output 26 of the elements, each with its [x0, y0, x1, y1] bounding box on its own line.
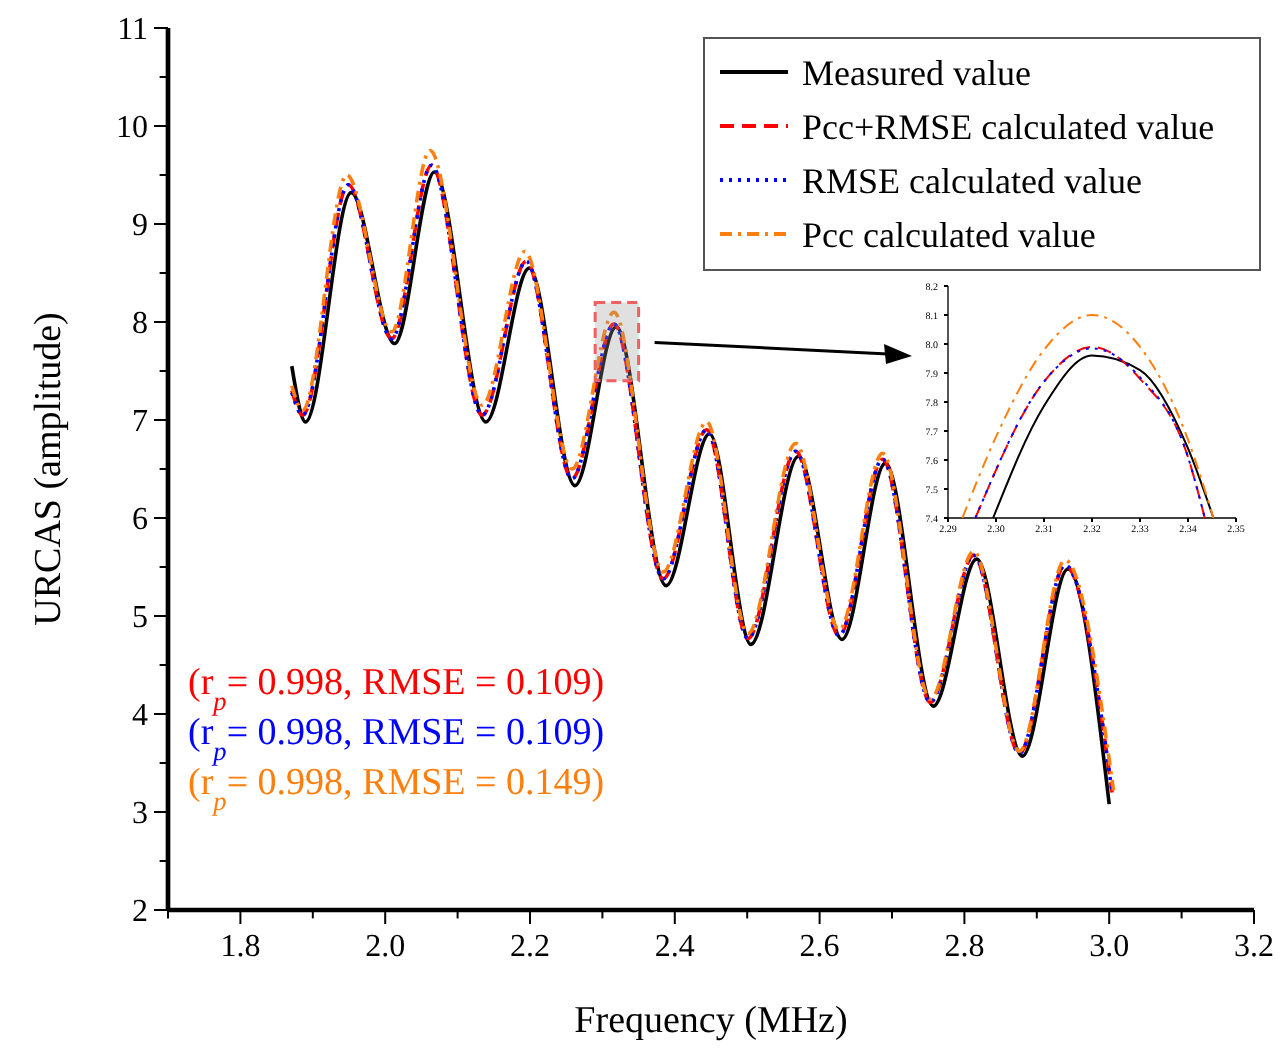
- x-tick-label: 3.2: [1234, 930, 1274, 964]
- y-tick-label: 2: [132, 895, 148, 930]
- x-tick-label: 2.8: [944, 930, 985, 964]
- y-tick-label: 4: [132, 699, 148, 734]
- legend-label: RMSE calculated value: [802, 160, 1142, 201]
- x-tick-label: 2.6: [799, 930, 840, 964]
- x-tick-label: 2.0: [365, 930, 406, 964]
- y-tick-label: 7: [132, 405, 148, 440]
- legend-label: Measured value: [802, 52, 1031, 93]
- y-tick-label: 6: [132, 503, 148, 538]
- legend-label: Pcc+RMSE calculated value: [802, 106, 1215, 147]
- x-tick-label: 2.4: [654, 930, 695, 964]
- y-tick-label: 11: [117, 13, 148, 48]
- y-tick-label: 8: [132, 307, 148, 342]
- annotation: (r$_{p}$= 0.998, RMSE = 0.109): [188, 662, 605, 715]
- y-tick-label: 5: [132, 601, 148, 636]
- y-tick-label: 9: [132, 209, 148, 244]
- y-tick-label: 10: [116, 111, 148, 146]
- x-tick-label: 2.2: [510, 930, 550, 964]
- y-axis-title: URCAS (amplitude): [28, 312, 70, 626]
- legend-label: Pcc calculated value: [802, 214, 1096, 255]
- x-axis-title: Frequency (MHz): [574, 1000, 848, 1042]
- line-series: [961, 314, 1215, 519]
- x-tick-label: 1.8: [220, 930, 261, 964]
- y-tick-label: 3: [132, 797, 148, 832]
- x-tick-label: 3.0: [1089, 930, 1130, 964]
